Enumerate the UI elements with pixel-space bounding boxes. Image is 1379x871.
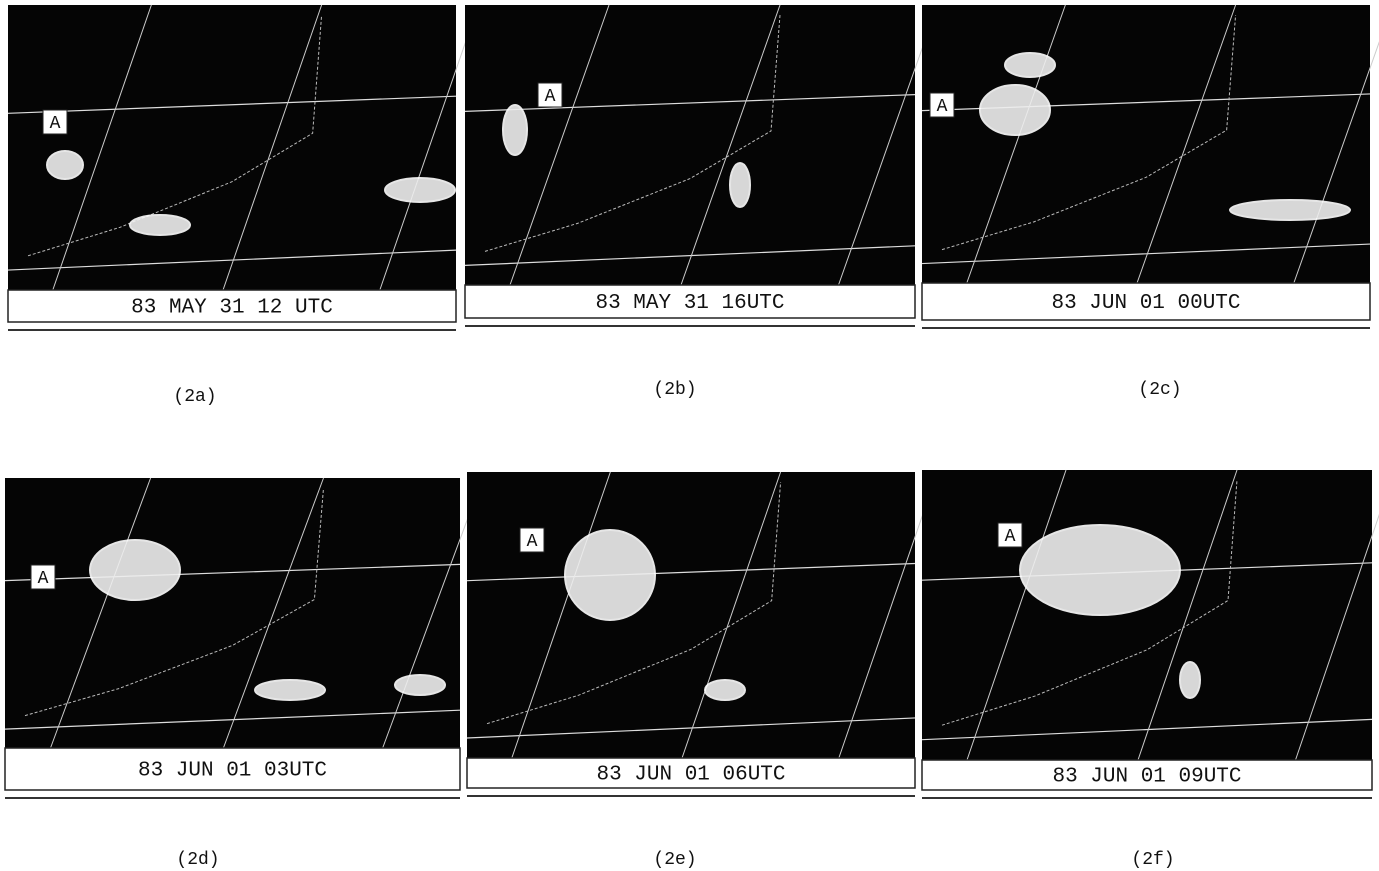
cloud	[730, 163, 750, 207]
panel-label: (2a)	[173, 387, 216, 407]
cloud	[47, 151, 83, 179]
panel-label: (2c)	[1138, 380, 1181, 400]
cloud	[395, 675, 445, 695]
cloud	[705, 680, 745, 700]
cloud	[1020, 525, 1180, 615]
cloud	[130, 215, 190, 235]
marker-label: A	[545, 87, 556, 107]
marker-label: A	[937, 97, 948, 117]
timestamp: 83 JUN 01 06UTC	[596, 764, 785, 787]
panel-label: (2e)	[653, 850, 696, 870]
panel: A 83 JUN 01 09UTC (2f)	[922, 470, 1379, 870]
panel-label: (2d)	[176, 850, 219, 870]
satellite-image	[922, 470, 1372, 760]
marker-label: A	[38, 569, 49, 589]
satellite-image	[8, 5, 456, 290]
cloud	[255, 680, 325, 700]
panel: A 83 JUN 01 00UTC (2c)	[922, 5, 1379, 400]
cloud	[90, 540, 180, 600]
cloud	[385, 178, 455, 202]
cloud	[503, 105, 527, 155]
cloud	[980, 85, 1050, 135]
satellite-image	[5, 478, 460, 748]
timestamp: 83 JUN 01 09UTC	[1052, 766, 1241, 789]
panel: A 83 MAY 31 16UTC (2b)	[465, 5, 938, 400]
panel-label: (2b)	[653, 380, 696, 400]
satellite-image	[467, 472, 915, 758]
marker-label: A	[1005, 527, 1016, 547]
cloud	[565, 530, 655, 620]
timestamp: 83 MAY 31 16UTC	[595, 292, 784, 315]
timestamp: 83 JUN 01 00UTC	[1051, 292, 1240, 315]
cloud	[1180, 662, 1200, 698]
panel: A 83 MAY 31 12 UTC (2a)	[8, 5, 478, 407]
panel-label: (2f)	[1131, 850, 1174, 870]
panel: A 83 JUN 01 06UTC (2e)	[467, 472, 937, 870]
cloud	[1005, 53, 1055, 77]
marker-label: A	[527, 532, 538, 552]
cloud	[1230, 200, 1350, 220]
figure: A 83 MAY 31 12 UTC (2a) A 83 MAY 31 16UTC (2b…	[0, 0, 1379, 871]
timestamp: 83 JUN 01 03UTC	[138, 760, 327, 783]
marker-label: A	[50, 114, 61, 134]
panel: A 83 JUN 01 03UTC (2d)	[5, 478, 483, 870]
satellite-image	[465, 5, 915, 285]
timestamp: 83 MAY 31 12 UTC	[131, 297, 333, 320]
satellite-image	[922, 5, 1370, 283]
